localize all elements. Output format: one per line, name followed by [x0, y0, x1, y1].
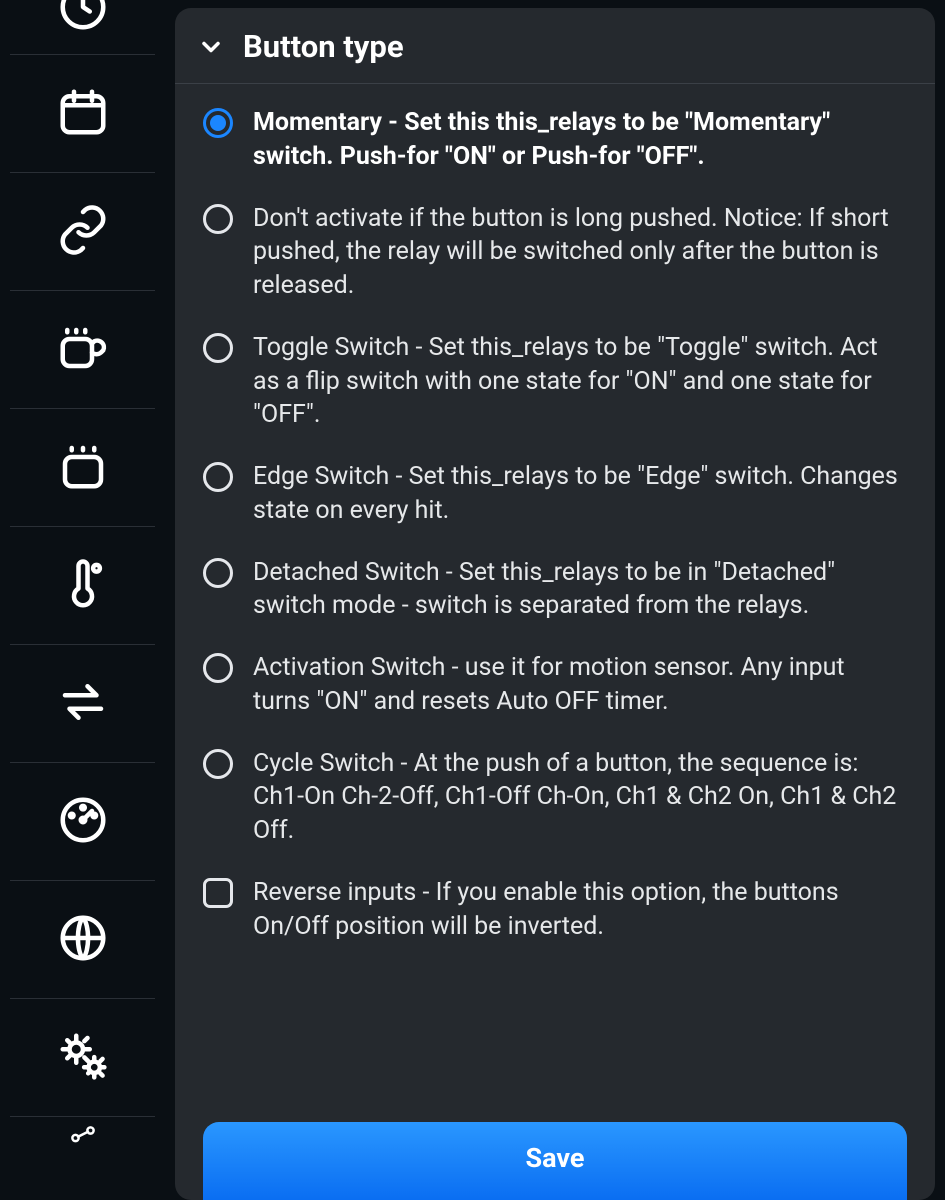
option-cycle[interactable]: Cycle Switch - At the push of a button, … [203, 747, 907, 848]
gauge-icon [56, 793, 110, 851]
option-toggle[interactable]: Toggle Switch - Set this_relays to be "T… [203, 331, 907, 432]
option-long-push[interactable]: Don't activate if the button is long pus… [203, 202, 907, 303]
clock-icon [56, 0, 110, 38]
sidebar-item-swap[interactable] [10, 645, 155, 763]
radio-input[interactable] [203, 558, 233, 588]
thermometer-icon [56, 557, 110, 615]
panel-header[interactable]: Button type [175, 8, 935, 84]
calendar-icon [56, 85, 110, 143]
sidebar-item-device-link[interactable] [10, 291, 155, 409]
device-icon [56, 439, 110, 497]
globe-icon [56, 911, 110, 969]
save-button[interactable]: Save [203, 1122, 907, 1200]
sidebar-item-gauge[interactable] [10, 763, 155, 881]
option-label: Cycle Switch - At the push of a button, … [253, 747, 907, 848]
sidebar-item-network[interactable] [10, 881, 155, 999]
link-icon [56, 203, 110, 261]
share-icon [58, 1123, 108, 1157]
save-button-label: Save [526, 1142, 585, 1174]
device-link-icon [56, 321, 110, 379]
option-momentary[interactable]: Momentary - Set this this_relays to be "… [203, 106, 907, 174]
sidebar-item-calendar[interactable] [10, 55, 155, 173]
radio-input[interactable] [203, 653, 233, 683]
option-reverse-inputs[interactable]: Reverse inputs - If you enable this opti… [203, 876, 907, 944]
gears-icon [56, 1029, 110, 1087]
swap-icon [56, 675, 110, 733]
sidebar-item-links[interactable] [10, 173, 155, 291]
option-label: Edge Switch - Set this_relays to be "Edg… [253, 460, 907, 528]
panel-body: Momentary - Set this this_relays to be "… [175, 84, 935, 1118]
chevron-down-icon [197, 33, 225, 61]
option-label: Detached Switch - Set this_relays to be … [253, 556, 907, 624]
option-detached[interactable]: Detached Switch - Set this_relays to be … [203, 556, 907, 624]
option-label: Activation Switch - use it for motion se… [253, 651, 907, 719]
sidebar-item-settings[interactable] [10, 999, 155, 1117]
option-edge[interactable]: Edge Switch - Set this_relays to be "Edg… [203, 460, 907, 528]
sidebar-item-temperature[interactable] [10, 527, 155, 645]
radio-input[interactable] [203, 204, 233, 234]
panel-title: Button type [243, 28, 404, 65]
main-content: Button type Momentary - Set this this_re… [155, 0, 945, 1200]
button-type-panel: Button type Momentary - Set this this_re… [175, 8, 935, 1200]
radio-input[interactable] [203, 749, 233, 779]
option-label: Don't activate if the button is long pus… [253, 202, 907, 303]
sidebar-item-share[interactable] [10, 1117, 155, 1157]
sidebar-item-device[interactable] [10, 409, 155, 527]
radio-input[interactable] [203, 333, 233, 363]
radio-input[interactable] [203, 462, 233, 492]
option-label: Momentary - Set this this_relays to be "… [253, 106, 907, 174]
checkbox-input[interactable] [203, 878, 233, 908]
option-label: Reverse inputs - If you enable this opti… [253, 876, 907, 944]
option-label: Toggle Switch - Set this_relays to be "T… [253, 331, 907, 432]
option-activation[interactable]: Activation Switch - use it for motion se… [203, 651, 907, 719]
sidebar-item-schedule[interactable] [10, 0, 155, 55]
radio-input[interactable] [203, 108, 233, 138]
sidebar [0, 0, 155, 1200]
